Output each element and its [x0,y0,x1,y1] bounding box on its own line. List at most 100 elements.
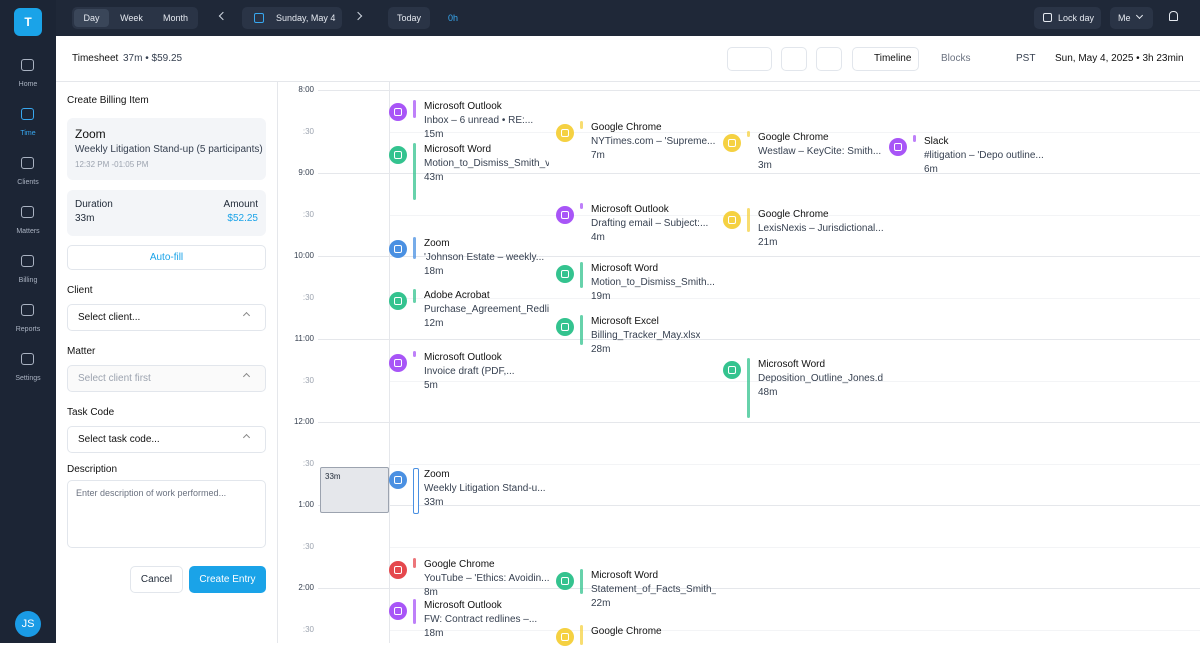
event-bar[interactable] [413,599,416,624]
nav-label[interactable]: Time [20,130,36,137]
app-icon[interactable] [389,240,407,258]
select-text[interactable]: Select client... [78,312,141,323]
event-app[interactable]: Microsoft Word [424,144,492,155]
nav-icon[interactable] [21,108,34,120]
add-btn[interactable] [781,47,807,71]
event-bar[interactable] [413,143,416,200]
nav-label[interactable]: Clients [17,179,39,186]
event-bar[interactable] [580,569,583,594]
autofill-btn[interactable] [67,245,266,270]
tab[interactable]: Blocks [941,53,971,64]
select[interactable] [67,426,266,453]
logo[interactable] [14,8,42,36]
cancel-btn[interactable] [130,566,183,593]
event-app[interactable]: Google Chrome [758,132,829,143]
app-icon[interactable] [723,361,741,379]
nav-icon[interactable] [21,206,34,218]
nav-label[interactable]: Home [18,81,38,88]
nav-icon[interactable] [21,59,34,71]
tab-active[interactable] [852,47,919,71]
event-app[interactable]: Microsoft Outlook [424,352,502,363]
app-icon[interactable] [556,628,574,646]
nav-label[interactable]: Reports [15,326,41,333]
list-btn[interactable] [816,47,842,71]
event-app[interactable]: Zoom [424,469,450,480]
select[interactable] [67,365,266,392]
event-bar[interactable] [413,289,416,303]
event-bar[interactable] [913,135,916,142]
tab[interactable]: Timeline [874,53,912,64]
event-bar[interactable] [580,203,583,209]
nav-arrows[interactable] [727,47,772,71]
app-icon[interactable] [389,354,407,372]
app-icon[interactable] [556,124,574,142]
textarea-placeholder[interactable]: Enter description of work performed... [76,488,227,498]
select[interactable] [67,304,266,331]
app-icon[interactable] [389,471,407,489]
event-bar[interactable] [413,468,419,514]
event-bar[interactable] [413,237,416,259]
submit[interactable]: Create Entry [199,574,256,585]
textarea[interactable] [67,480,266,548]
lock-btn[interactable] [1034,7,1101,29]
nav-icon[interactable] [21,353,34,365]
nav-label[interactable]: Billing [18,277,38,284]
event-app[interactable]: Zoom [424,238,450,249]
event-app[interactable]: Microsoft Word [758,359,826,370]
app-icon[interactable] [556,265,574,283]
app-icon[interactable] [556,206,574,224]
app-icon[interactable] [389,561,407,579]
app-icon[interactable] [389,292,407,310]
event-app[interactable]: Microsoft Outlook [591,204,669,215]
app-icon[interactable] [556,318,574,336]
event-app[interactable]: Microsoft Outlook [424,600,502,611]
nav-icon[interactable] [21,157,34,169]
nav-icon[interactable] [21,255,34,267]
app-icon[interactable] [889,138,907,156]
event-bar[interactable] [413,351,416,357]
nav-label[interactable]: Settings [15,375,41,382]
event-bar[interactable] [413,558,416,568]
event-app[interactable]: Microsoft Word [591,570,659,581]
event-bar[interactable] [747,358,750,418]
event-bar[interactable] [580,625,583,645]
event-app[interactable]: Adobe Acrobat [424,290,490,301]
select-text[interactable]: Select task code... [78,434,160,445]
app-icon[interactable] [389,602,407,620]
view-option[interactable]: Month [162,13,188,23]
event-app[interactable]: Slack [924,136,949,147]
next-day[interactable] [353,11,363,21]
app-icon[interactable] [556,572,574,590]
event-bar[interactable] [747,208,750,232]
app-icon[interactable] [723,211,741,229]
cancel[interactable]: Cancel [140,574,173,585]
submit-btn[interactable] [189,566,266,593]
view-option[interactable]: Week [120,13,143,23]
bell[interactable] [1169,11,1178,21]
nav-label[interactable]: Matters [16,228,40,235]
event-app[interactable]: Google Chrome [591,626,662,637]
app-icon[interactable] [723,134,741,152]
today-btn[interactable] [388,7,430,29]
date-box[interactable] [242,7,342,29]
user-btn[interactable] [1110,7,1153,29]
event-bar[interactable] [747,131,750,137]
nav-icon[interactable] [21,304,34,316]
event-app[interactable]: Google Chrome [424,559,495,570]
event-app[interactable]: Microsoft Excel [591,316,659,327]
selection[interactable] [320,467,389,513]
event-bar[interactable] [580,262,583,288]
event-app[interactable]: Microsoft Outlook [424,101,502,112]
event-bar[interactable] [580,121,583,129]
avatar[interactable] [15,611,41,637]
select-text[interactable]: Select client first [78,373,151,384]
event-bar[interactable] [413,100,416,118]
view-option[interactable]: Day [83,13,100,23]
event-app[interactable]: Google Chrome [758,209,829,220]
autofill[interactable]: Auto-fill [149,252,184,263]
event-bar[interactable] [580,315,583,345]
app-icon[interactable] [389,146,407,164]
app-icon[interactable] [389,103,407,121]
prev-day[interactable] [218,11,228,21]
event-app[interactable]: Google Chrome [591,122,662,133]
